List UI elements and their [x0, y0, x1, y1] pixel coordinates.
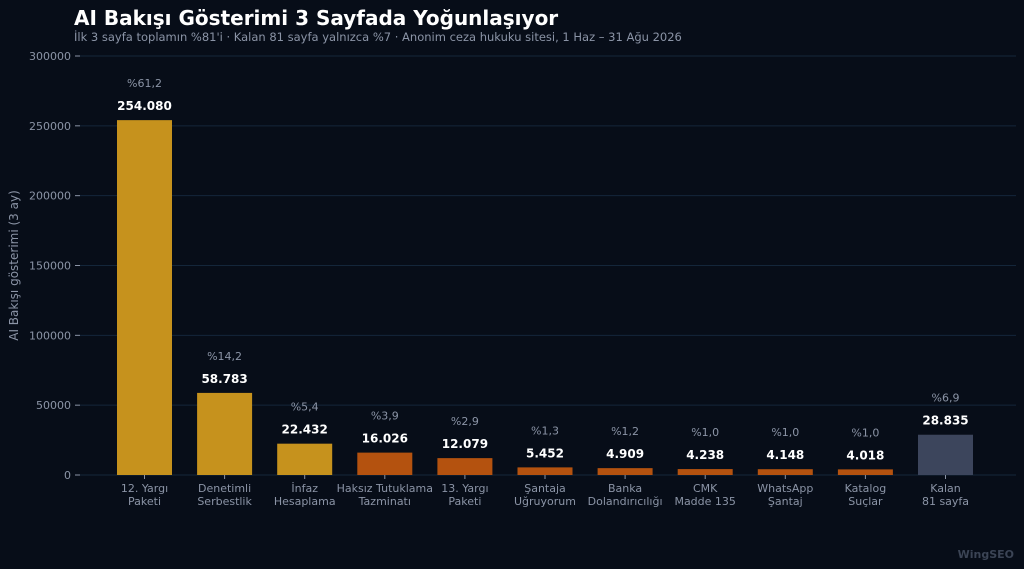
y-tick-label: 50000 [36, 399, 71, 412]
x-tick-label: İnfaz [291, 482, 318, 495]
bar-value-label: 4.148 [766, 448, 804, 462]
x-tick-label: Madde 135 [674, 495, 735, 508]
x-tick-label: WhatsApp [757, 482, 813, 495]
x-tick-label: CMK [693, 482, 718, 495]
bar-percent-label: %61,2 [127, 77, 162, 90]
bar-percent-label: %1,2 [611, 425, 639, 438]
x-tick-label: Uğruyorum [514, 495, 576, 508]
bar [117, 120, 172, 475]
bar-percent-label: %2,9 [451, 415, 479, 428]
bar-value-label: 4.238 [686, 448, 724, 462]
x-tick-label: Şantaj [768, 495, 803, 508]
y-tick-label: 250000 [29, 120, 71, 133]
bar [837, 469, 893, 475]
bar-value-label: 12.079 [442, 437, 488, 451]
bar [357, 452, 413, 475]
x-tick-label: Suçlar [848, 495, 883, 508]
x-tick-label: 81 sayfa [922, 495, 969, 508]
bar-value-label: 22.432 [282, 423, 328, 437]
bar [597, 468, 653, 475]
bar [197, 392, 253, 475]
x-tick-label: Serbestlik [197, 495, 252, 508]
x-tick-label: Banka [608, 482, 642, 495]
bar-value-label: 5.452 [526, 446, 564, 460]
bar-value-label: 58.783 [201, 372, 247, 386]
x-tick-label: Dolandırıcılığı [588, 495, 663, 508]
y-tick-label: 200000 [29, 190, 71, 203]
x-tick-label: Haksız Tutuklama [337, 482, 433, 495]
x-tick-label: 13. Yargı [441, 482, 488, 495]
bar [918, 434, 973, 475]
watermark: WingSEO [957, 548, 1014, 561]
bar [517, 467, 573, 475]
chart-subtitle: İlk 3 sayfa toplamın %81'i · Kalan 81 sa… [74, 30, 682, 44]
bar [677, 469, 733, 475]
y-tick-label: 300000 [29, 50, 71, 63]
bar-percent-label: %5,4 [291, 401, 319, 414]
bar [277, 443, 333, 475]
bar-percent-label: %1,0 [691, 426, 719, 439]
bar-value-label: 4.018 [846, 448, 884, 462]
bar-value-label: 28.835 [922, 414, 968, 428]
y-axis-label: AI Bakışı gösterimi (3 ay) [7, 190, 21, 341]
bar-value-label: 4.909 [606, 447, 644, 461]
x-tick-label: 12. Yargı [121, 482, 168, 495]
y-tick-label: 150000 [29, 260, 71, 273]
bar-value-label: 254.080 [117, 99, 172, 113]
x-tick-label: Tazminatı [358, 495, 411, 508]
bar-percent-label: %14,2 [207, 350, 242, 363]
bar-value-label: 16.026 [362, 432, 408, 446]
x-tick-label: Hesaplama [274, 495, 336, 508]
x-tick-label: Şantaja [524, 482, 566, 495]
bar-percent-label: %1,3 [531, 424, 559, 437]
bar-percent-label: %6,9 [932, 392, 960, 405]
y-tick-label: 0 [64, 469, 71, 482]
bar-percent-label: %3,9 [371, 410, 399, 423]
x-tick-label: Katalog [845, 482, 887, 495]
chart-title: AI Bakışı Gösterimi 3 Sayfada Yoğunlaşıy… [74, 6, 559, 30]
bar-percent-label: %1,0 [851, 426, 879, 439]
bar [757, 469, 813, 475]
bar [437, 458, 493, 475]
bar-percent-label: %1,0 [771, 426, 799, 439]
y-tick-label: 100000 [29, 329, 71, 342]
x-tick-label: Paketi [448, 495, 481, 508]
x-tick-label: Denetimli [198, 482, 251, 495]
x-tick-label: Paketi [128, 495, 161, 508]
x-tick-label: Kalan [930, 482, 961, 495]
